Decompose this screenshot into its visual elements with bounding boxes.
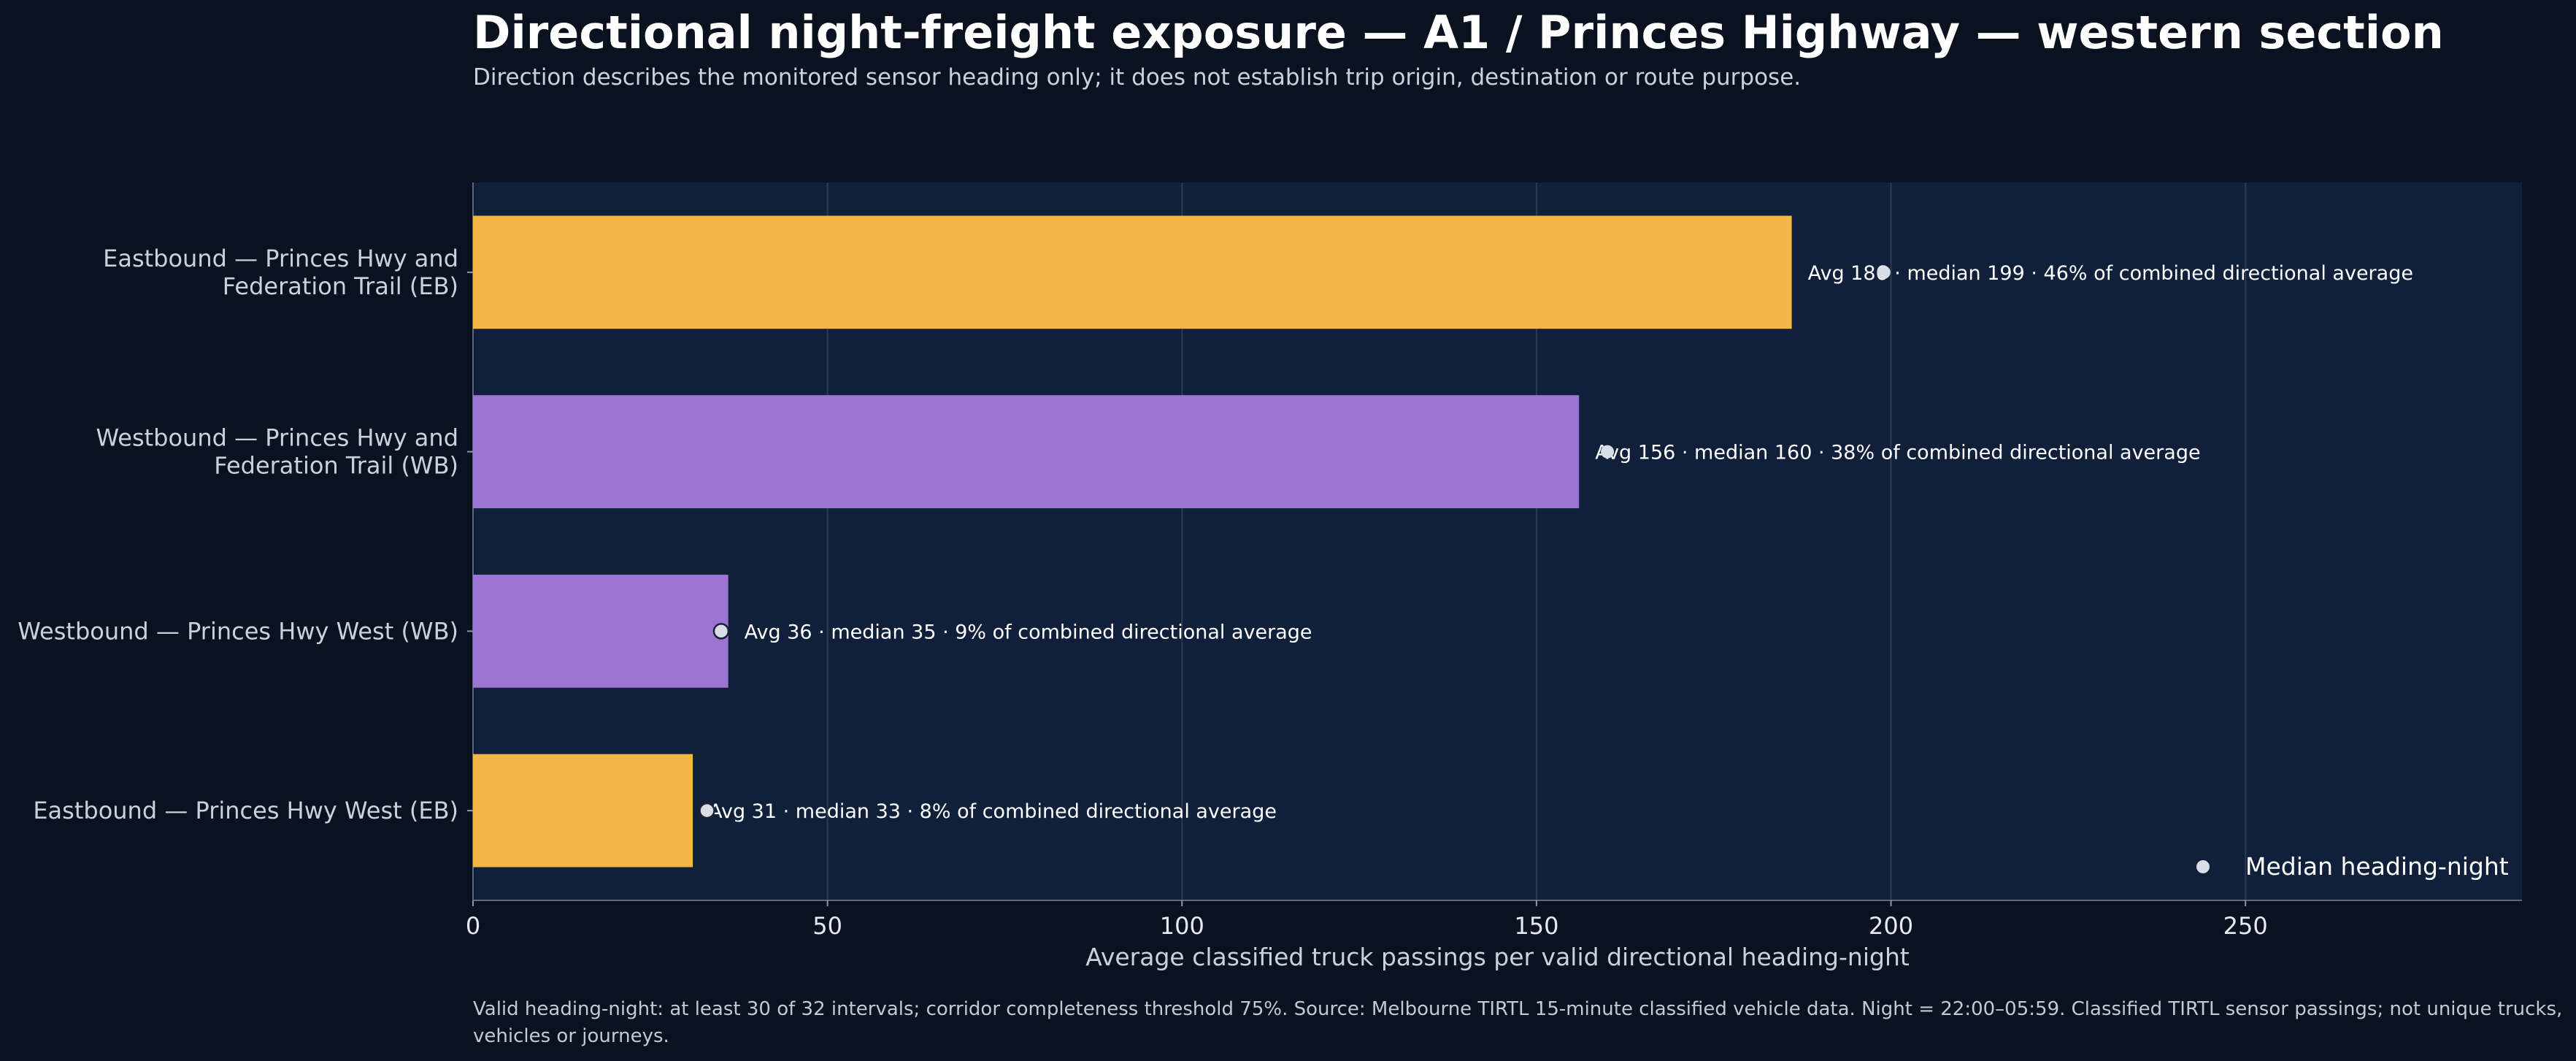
bar bbox=[473, 395, 1580, 509]
chart-subtitle: Direction describes the monitored sensor… bbox=[473, 64, 1802, 91]
chart-title: Directional night-freight exposure — A1 … bbox=[473, 6, 2444, 59]
bar bbox=[473, 754, 693, 867]
x-tick-label: 100 bbox=[1160, 912, 1204, 940]
median-marker bbox=[1877, 265, 1891, 279]
x-tick-label: 0 bbox=[466, 912, 480, 940]
category-label: Westbound — Princes Hwy West (WB) bbox=[18, 617, 458, 645]
category-label: Eastbound — Princes Hwy and bbox=[103, 245, 458, 272]
legend-label: Median heading-night bbox=[2245, 852, 2509, 881]
x-tick-label: 250 bbox=[2223, 912, 2268, 940]
x-tick-label: 150 bbox=[1514, 912, 1558, 940]
data-label: Avg 186 · median 199 · 46% of combined d… bbox=[1808, 262, 2413, 285]
legend-median-marker bbox=[2196, 860, 2210, 873]
category-label: Federation Trail (WB) bbox=[214, 452, 458, 480]
x-axis-label: Average classified truck passings per va… bbox=[1085, 943, 1910, 971]
bar bbox=[473, 574, 728, 688]
category-label: Federation Trail (EB) bbox=[223, 272, 458, 300]
data-label: Avg 156 · median 160 · 38% of combined d… bbox=[1595, 442, 2200, 464]
median-marker bbox=[1601, 445, 1615, 459]
x-tick-label: 200 bbox=[1869, 912, 1913, 940]
bar bbox=[473, 215, 1792, 329]
data-label: Avg 31 · median 33 · 8% of combined dire… bbox=[709, 800, 1277, 823]
median-marker bbox=[699, 802, 715, 819]
category-label: Eastbound — Princes Hwy West (EB) bbox=[33, 797, 458, 824]
data-label: Avg 36 · median 35 · 9% of combined dire… bbox=[745, 621, 1312, 643]
category-label: Westbound — Princes Hwy and bbox=[96, 424, 458, 452]
chart-footnote: Valid heading-night: at least 30 of 32 i… bbox=[473, 998, 2563, 1047]
x-tick-label: 50 bbox=[812, 912, 842, 940]
median-marker bbox=[712, 623, 730, 640]
